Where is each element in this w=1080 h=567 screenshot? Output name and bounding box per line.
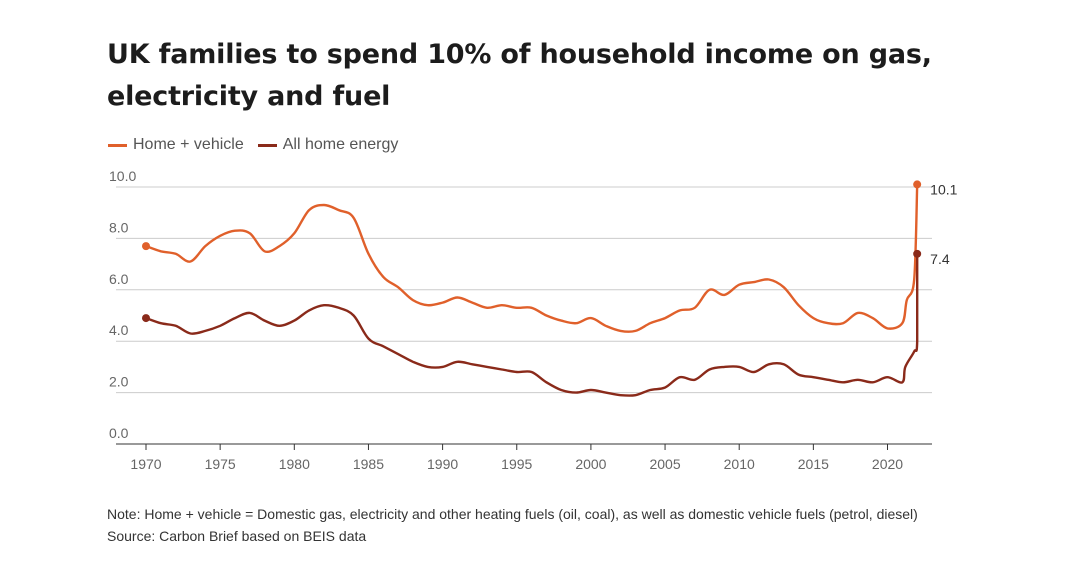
legend-swatch-home-vehicle (108, 143, 127, 147)
x-tick-label: 1975 (205, 456, 236, 472)
x-tick-label: 1990 (427, 456, 458, 472)
source-text: Source: Carbon Brief based on BEIS data (107, 528, 367, 544)
x-tick-label: 1995 (501, 456, 532, 472)
legend-item-home-energy: All home energy (257, 136, 399, 154)
x-tick-label: 2015 (798, 456, 829, 472)
series-start-point (142, 242, 150, 251)
y-tick-label: 6.0 (109, 271, 129, 287)
x-tick-label: 1985 (353, 456, 384, 472)
x-tick-label: 1970 (130, 456, 161, 472)
legend-item-home-vehicle: Home + vehicle (108, 136, 244, 154)
x-tick-label: 2000 (575, 456, 606, 472)
y-tick-label: 4.0 (109, 322, 129, 338)
x-tick-label: 2010 (724, 456, 755, 472)
legend: Home + vehicle All home energy (108, 134, 412, 156)
legend-swatch-home-energy (257, 143, 277, 147)
chart-title: UK families to spend 10% of household in… (107, 39, 932, 112)
series-line-home-vehicle (144, 183, 919, 333)
y-tick-label: 10.0 (109, 168, 136, 184)
y-tick-label: 8.0 (109, 219, 129, 235)
legend-label-home-energy: All home energy (282, 136, 399, 153)
series-end-point (913, 180, 922, 189)
series-end-label: 10.1 (930, 181, 957, 197)
x-tick-label: 2005 (649, 456, 680, 472)
series-end-point (913, 249, 922, 258)
line-chart: 0.0 2.0 4.0 6.0 8.0 10.0 1970 1975 1980 1985 1990 1… (109, 168, 958, 472)
footnotes: Note: Home + vehicle = Domestic gas, ele… (107, 503, 918, 547)
legend-label-home-vehicle: Home + vehicle (133, 136, 244, 153)
note-text: Note: Home + vehicle = Domestic gas, ele… (107, 506, 918, 522)
y-tick-label: 0.0 (109, 425, 129, 441)
x-tick-label: 2020 (872, 456, 903, 472)
y-tick-label: 2.0 (109, 374, 129, 390)
series-line-home-energy (144, 252, 919, 397)
x-tick-label: 1980 (279, 456, 310, 472)
series-end-label: 7.4 (930, 251, 950, 267)
series-start-point (142, 314, 150, 323)
